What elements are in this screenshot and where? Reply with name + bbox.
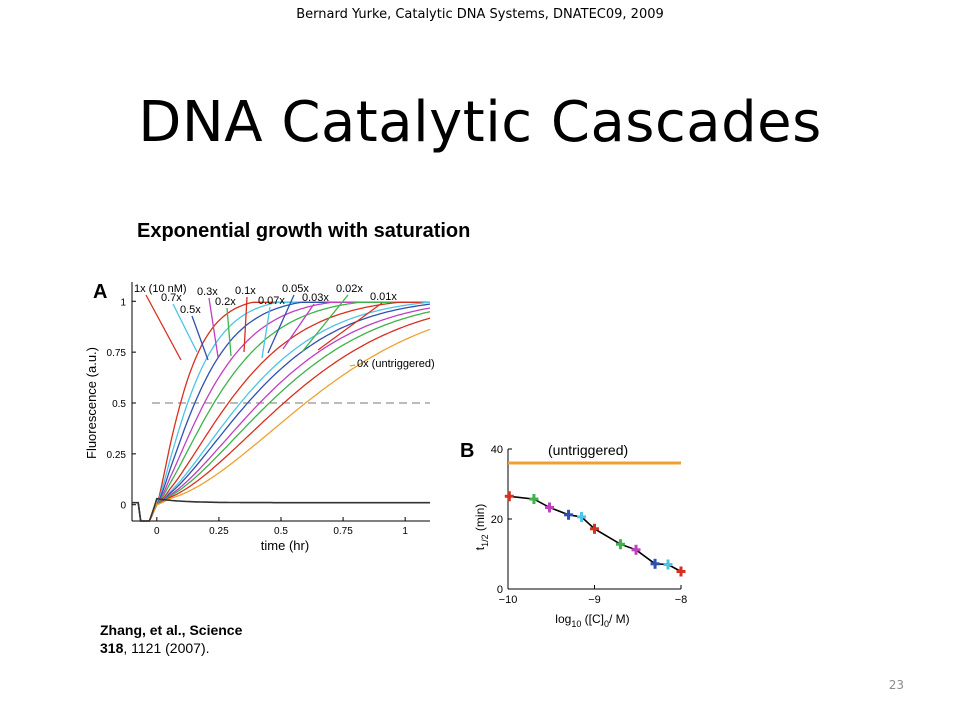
data-point xyxy=(590,523,599,534)
y-axis-label: Fluorescence (a.u.) xyxy=(84,347,99,459)
slide-number: 23 xyxy=(888,678,904,692)
x-tick-label: −8 xyxy=(675,594,688,606)
y-tick-label: 40 xyxy=(491,444,503,456)
series-leader-line xyxy=(172,303,198,353)
series-leader-line xyxy=(191,315,209,361)
slide-credit: Bernard Yurke, Catalytic DNA Systems, DN… xyxy=(296,7,664,22)
series-label: 0.5x xyxy=(180,304,201,316)
data-point xyxy=(676,566,686,577)
trace-8 xyxy=(132,303,431,522)
series-label: 0.01x xyxy=(370,291,397,303)
series-label: 0x (untriggered) xyxy=(357,358,435,370)
citation-authors: Zhang, et al., Science xyxy=(100,622,243,638)
series-label: 0.1x xyxy=(235,285,256,297)
y-tick-label: 0 xyxy=(497,584,503,596)
citation: Zhang, et al., Science 318, 1121 (2007). xyxy=(100,621,242,657)
panel-b-letter: B xyxy=(460,440,475,462)
trace-12 xyxy=(132,328,431,522)
x-tick-label: −9 xyxy=(588,594,601,606)
trace-11 xyxy=(132,317,431,522)
x-tick-label: 0.25 xyxy=(209,526,229,537)
baseline-trace xyxy=(132,497,430,522)
x-tick-label: 0 xyxy=(154,526,160,537)
series-label: 0.07x xyxy=(258,295,285,307)
trace-4 xyxy=(132,301,430,522)
series-label: 0.3x xyxy=(197,286,218,298)
x-tick-label: −10 xyxy=(499,594,518,606)
data-point xyxy=(564,509,574,520)
series-leader-line xyxy=(261,306,271,359)
series-leader-line xyxy=(243,296,248,353)
trace-10 xyxy=(132,311,431,522)
x-tick-label: 0.5 xyxy=(274,526,288,537)
slide-title: DNA Catalytic Cascades xyxy=(138,89,822,155)
x-tick-label: 0.75 xyxy=(333,526,353,537)
y-tick-label: 0.25 xyxy=(107,450,127,461)
series-label: 0.02x xyxy=(336,283,363,295)
data-point xyxy=(504,491,514,502)
y-tick-label: 0.5 xyxy=(112,399,126,410)
data-point xyxy=(615,539,625,550)
trend-line xyxy=(509,495,682,573)
series-label: 0.03x xyxy=(302,292,329,304)
citation-volume: 318 xyxy=(100,640,124,656)
series-label: 0.7x xyxy=(161,292,182,304)
trace-2 xyxy=(132,301,430,522)
x-axis-label: time (hr) xyxy=(261,538,309,553)
citation-pages: , 1121 (2007). xyxy=(123,640,210,656)
x-axis-label: log10 ([C]0/ M) xyxy=(555,612,629,629)
data-point xyxy=(631,544,641,555)
y-tick-label: 1 xyxy=(120,297,126,308)
trace-1 xyxy=(132,301,430,522)
trace-6 xyxy=(132,301,430,522)
data-point xyxy=(545,502,555,513)
series-label: 0.05x xyxy=(282,283,309,295)
series-leader-line xyxy=(282,303,315,350)
series-leader-line xyxy=(317,302,383,351)
y-tick-label: 0 xyxy=(120,501,126,512)
data-point xyxy=(650,558,660,569)
series-leader-line xyxy=(349,364,356,367)
figure-title: Exponential growth with saturation xyxy=(137,220,471,242)
trace-5 xyxy=(132,301,430,522)
trace-7 xyxy=(132,301,431,522)
trace-9 xyxy=(132,307,431,522)
series-leader-line xyxy=(301,294,349,353)
y-tick-label: 20 xyxy=(491,514,503,526)
series-leader-line xyxy=(226,307,232,357)
untriggered-label: (untriggered) xyxy=(548,442,628,458)
panel-a-letter: A xyxy=(93,281,108,303)
series-label: 0.2x xyxy=(215,296,236,308)
data-point xyxy=(577,511,587,522)
series-leader-line xyxy=(208,297,219,358)
series-leader-line xyxy=(145,294,182,361)
x-tick-label: 1 xyxy=(402,526,408,537)
trace-3 xyxy=(132,301,430,522)
y-tick-label: 0.75 xyxy=(107,348,127,359)
y-axis-label: t1/2 (min) xyxy=(473,504,490,551)
series-leader-line xyxy=(267,294,295,354)
data-point xyxy=(663,559,673,570)
data-point xyxy=(529,494,539,505)
series-label: 1x (10 nM) xyxy=(134,283,187,295)
